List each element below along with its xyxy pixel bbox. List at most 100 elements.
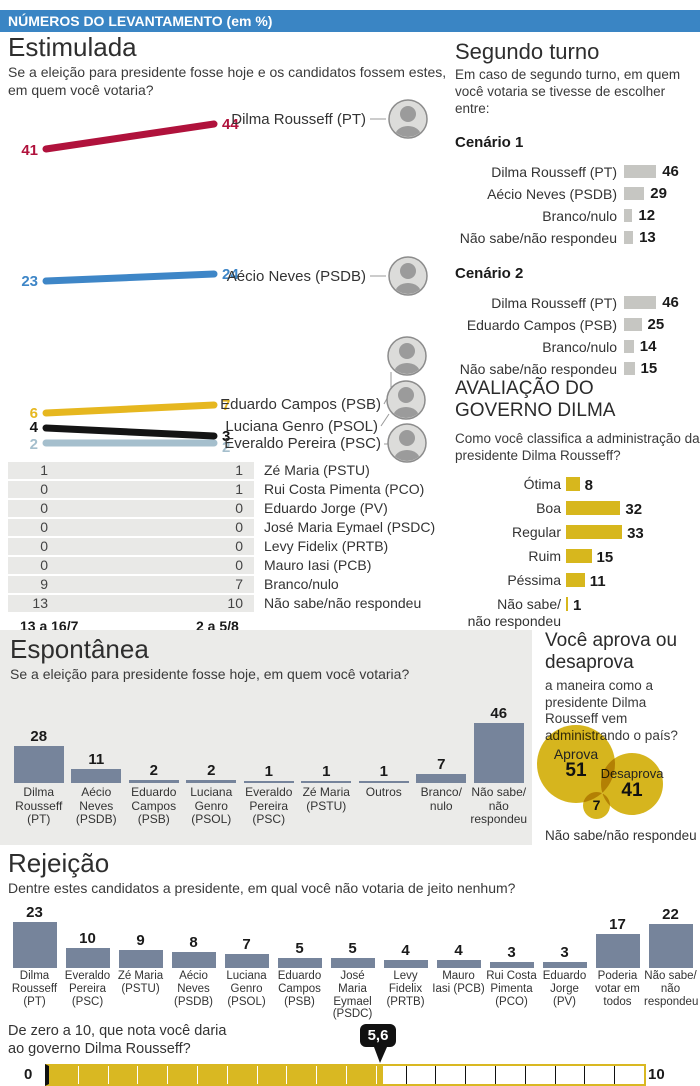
- cenario-1-rows: Dilma Rousseff (PT) 46 Aécio Neves (PSDB) 2…: [455, 161, 697, 249]
- connector-line: [380, 413, 390, 427]
- cenario-2-rows: Dilma Rousseff (PT) 46 Eduardo Campos (PSB…: [455, 292, 697, 380]
- bar-column: 7: [413, 757, 471, 783]
- bar-column: 17: [591, 917, 644, 968]
- bar-column: 5: [273, 941, 326, 968]
- bar-value: 3: [560, 943, 569, 961]
- scenario-value: 25: [647, 316, 665, 334]
- rating-value: 32: [625, 501, 643, 519]
- bar-category: Zé Maria (PSTU): [302, 784, 350, 813]
- result-bar: [118, 949, 163, 968]
- value-label: 6: [30, 405, 38, 422]
- bar-category: Aécio Neves (PSDB): [75, 784, 117, 827]
- bubble-nao-sabe: 7: [583, 792, 610, 819]
- result-bar: [301, 780, 352, 783]
- table-row: 0 0 Mauro Iasi (PCB): [8, 557, 448, 574]
- rejeicao-bars: 23 10 9 8 7 5 5 4 4 3 3 17 22: [8, 902, 698, 968]
- scale-cell: [436, 1066, 467, 1084]
- result-bar: [595, 933, 640, 968]
- scenario-value: 14: [639, 338, 657, 356]
- candidate-name: Rui Costa Pimenta (PCO): [264, 481, 425, 497]
- table-value-jul: 0: [40, 481, 48, 497]
- table-value-jul: 0: [40, 557, 48, 573]
- rejeicao-title: Rejeição: [8, 848, 110, 878]
- table-value-jul: 0: [40, 538, 48, 554]
- result-bar: [542, 961, 587, 968]
- scenario-value: 15: [640, 360, 658, 378]
- scenario-category: Eduardo Campos (PSB): [466, 316, 617, 333]
- section-avaliacao: AVALIAÇÃO DO GOVERNO DILMA Como você cla…: [455, 378, 700, 636]
- scale-cell: [495, 1066, 526, 1084]
- bar-column: 1: [298, 764, 356, 783]
- rating-value: 15: [596, 549, 614, 567]
- scenario-category: Não sabe/não respondeu: [459, 360, 617, 377]
- table-value-aug: 7: [235, 576, 243, 592]
- bar-category: Mauro Iasi (PCB): [432, 969, 485, 995]
- scale-cell: [197, 1066, 228, 1084]
- scale-cell: [138, 1066, 169, 1084]
- scale-cell: [525, 1066, 556, 1084]
- table-value-jul: 0: [40, 519, 48, 535]
- table-value-aug: 1: [235, 481, 243, 497]
- photo-dilma-rousseff: [389, 100, 427, 146]
- candidate-name: Mauro Iasi (PCB): [264, 557, 372, 573]
- result-bar: [566, 477, 580, 492]
- bar-category: Dilma Rousseff (PT): [15, 784, 63, 827]
- section-aprovacao: Você aprova ou desaprova a maneira como …: [537, 630, 700, 843]
- result-bar: [65, 947, 110, 968]
- segundo-turno-subtitle: Em caso de segundo turno, em quem você v…: [455, 67, 681, 116]
- bar-column: 2: [125, 763, 183, 783]
- bubble-value: 41: [621, 779, 643, 801]
- scenario-category: Dilma Rousseff (PT): [491, 294, 617, 311]
- bubble-value: 7: [592, 797, 601, 814]
- bar-value: 1: [379, 762, 388, 780]
- bar-value: 7: [437, 755, 446, 773]
- bar-category: Outros: [365, 784, 402, 799]
- scenario-value: 46: [662, 163, 679, 181]
- value-label: 23: [21, 273, 38, 290]
- avaliacao-title: AVALIAÇÃO DO GOVERNO DILMA: [455, 378, 616, 421]
- rating-category: Regular: [511, 524, 561, 541]
- segundo-turno-title: Segundo turno: [455, 39, 600, 64]
- estimulada-table: 1 1 Zé Maria (PSTU) 0 1 Rui Costa Pimenta (PC…: [8, 462, 448, 614]
- result-bar: [624, 165, 657, 179]
- result-bar: [277, 957, 322, 968]
- bar-category: Dilma Rousseff (PT): [11, 969, 58, 1008]
- bar-category: Zé Maria (PSTU): [117, 969, 164, 995]
- scale-cell: [257, 1066, 288, 1084]
- result-bar: [171, 951, 216, 968]
- result-bar: [489, 961, 534, 968]
- bar-category: Eduardo Jorge (PV): [542, 969, 587, 1008]
- scenario-category: Dilma Rousseff (PT): [491, 163, 617, 180]
- candidate-name: José Maria Eymael (PSDC): [264, 519, 436, 535]
- bar-category: José Maria Eymael (PSDC): [332, 969, 373, 1021]
- result-bar: [416, 773, 467, 783]
- scenario-value: 46: [662, 294, 679, 312]
- result-bar: [566, 573, 585, 588]
- scale-cell: [227, 1066, 258, 1084]
- scale-max-label: 10: [648, 1066, 665, 1083]
- bar-value: 46: [490, 705, 508, 722]
- result-bar: [624, 340, 634, 354]
- bar-value: 4: [454, 941, 463, 959]
- scale-min-label: 0: [24, 1066, 33, 1083]
- rating-value: 33: [627, 525, 644, 543]
- scenario-category: Aécio Neves (PSDB): [487, 185, 617, 202]
- bar-value: 8: [189, 933, 198, 951]
- scale-cell: [78, 1066, 109, 1084]
- result-bar: [243, 780, 294, 783]
- espontanea-title: Espontânea: [10, 634, 149, 664]
- table-row-stripe: [8, 481, 254, 498]
- bar-category: Não sabe/ não respondeu: [470, 784, 528, 827]
- espontanea-subtitle: Se a eleição para presidente fosse hoje,…: [10, 666, 410, 683]
- bar-column: 7: [220, 937, 273, 968]
- scenario-value: 12: [638, 207, 656, 225]
- section-segundo-turno: Segundo turno Em caso de segundo turno, …: [455, 40, 697, 380]
- table-value-aug: 0: [235, 500, 243, 516]
- nota-question: De zero a 10, que nota você daria ao gov…: [8, 1023, 227, 1058]
- rating-category: Boa: [536, 500, 561, 517]
- rating-category: Péssima: [507, 572, 561, 589]
- rating-category: Ruim: [528, 548, 561, 565]
- aprovacao-title: Você aprova ou desaprova: [545, 630, 678, 673]
- bar-category: Luciana Genro (PSOL): [190, 784, 233, 827]
- rating-category: Ótima: [523, 476, 561, 493]
